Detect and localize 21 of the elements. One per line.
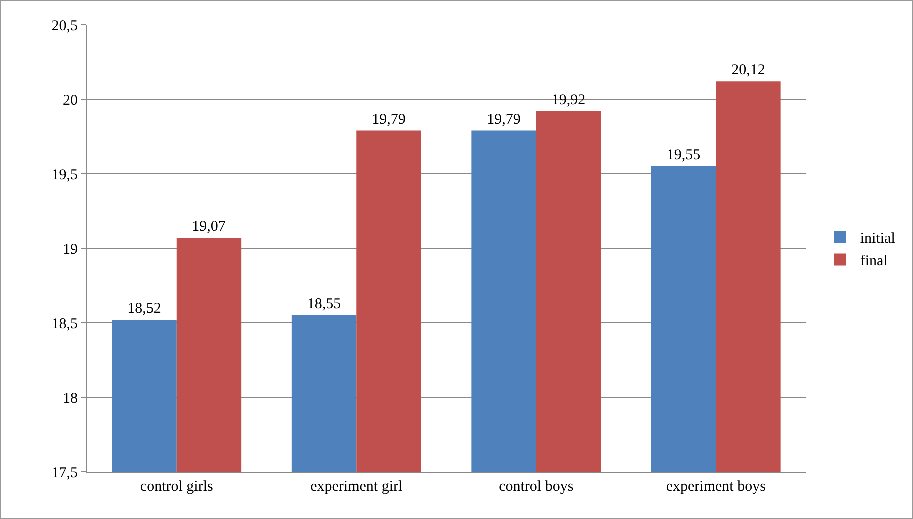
legend-label: initial	[860, 231, 896, 248]
y-tick-label: 18,5	[52, 316, 78, 332]
y-tick-label: 17,5	[52, 465, 78, 482]
y-tick-label: 19	[63, 242, 78, 258]
data-label: 18,52	[128, 301, 162, 318]
legend-label: final	[860, 254, 888, 270]
x-tick-label: experiment girl	[310, 479, 403, 495]
data-label: 20,12	[732, 62, 766, 79]
data-label: 19,55	[666, 148, 701, 164]
x-tick-label: control boys	[499, 479, 574, 495]
data-label: 19,79	[487, 112, 521, 128]
x-tick-label: experiment boys	[666, 479, 766, 495]
data-label: 19,07	[192, 219, 226, 236]
y-tick-label: 20,5	[52, 18, 78, 34]
y-tick-label: 18	[63, 390, 78, 407]
data-label: 19,79	[372, 112, 406, 128]
data-label: 18,55	[307, 296, 342, 313]
y-tick-label: 19,5	[52, 167, 78, 184]
data-label: 19,92	[552, 92, 586, 108]
y-tick-label: 20	[63, 92, 78, 109]
x-tick-label: control girls	[140, 479, 214, 495]
